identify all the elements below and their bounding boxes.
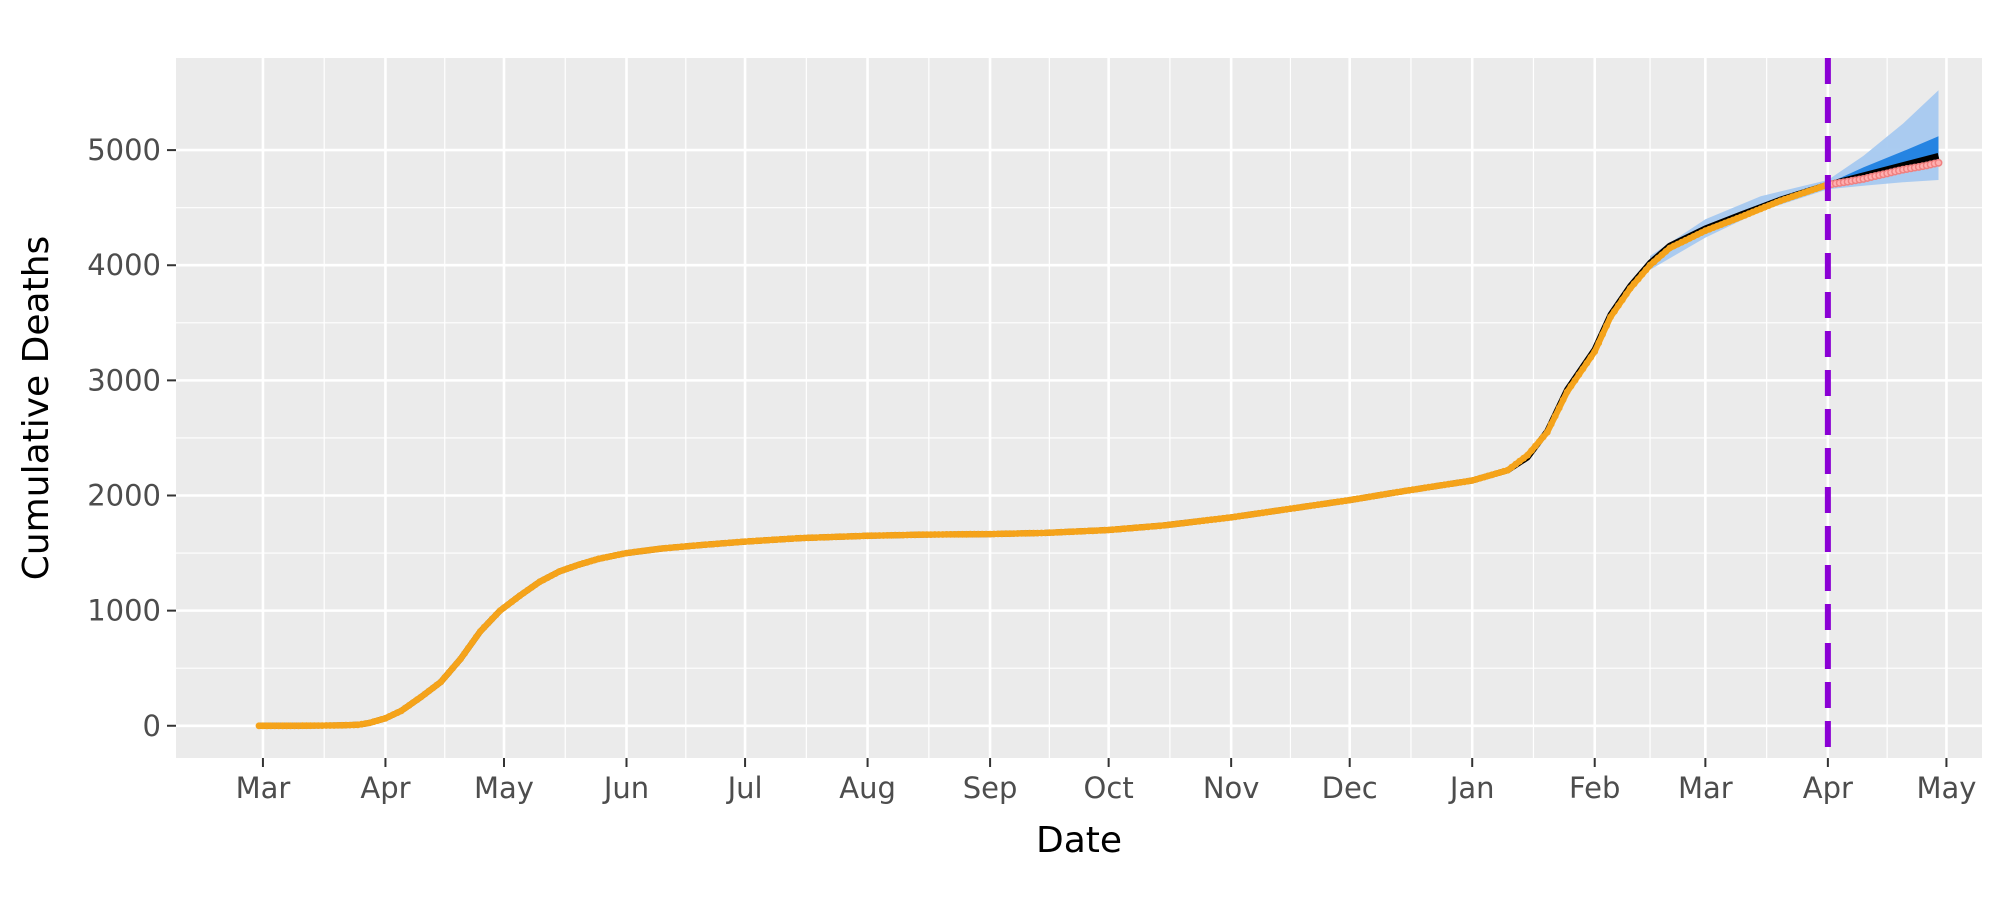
x-tick-label: Aug [839,771,896,805]
observed-point [457,655,464,663]
x-tick-label: Mar [1678,771,1733,805]
y-axis: 0 1000 2000 3000 4000 5000 [87,133,176,743]
observed-point [1559,396,1567,404]
observed-point [1575,371,1583,378]
observed-point [1555,404,1563,412]
observed-point [1595,339,1603,347]
observed-point [449,664,456,672]
observed-point [441,674,449,681]
x-tick-label: Jul [726,771,763,805]
observed-point [1619,296,1626,304]
y-tick-label: 0 [143,709,161,743]
observed-point [453,660,460,667]
x-tick-label: Apr [1803,771,1853,805]
observed-point [1563,388,1571,396]
observed-point [1571,377,1579,384]
observed-point [1626,284,1634,292]
observed-point [437,678,445,686]
observed-point [1615,302,1622,309]
observed-point [1611,307,1618,315]
observed-point [465,644,472,652]
minor-gridlines [176,58,1982,758]
inner-interval-band [1827,136,1939,185]
observed-point [1524,451,1531,459]
observed-point [1599,330,1606,338]
x-tick-label: Jun [602,771,649,805]
observed-point [1528,447,1535,454]
observed-point [445,669,453,677]
observed-point [1551,412,1559,420]
observed-point [1630,280,1638,288]
observed-point [461,650,468,657]
x-tick-label: May [1916,771,1976,805]
observed-point [1603,322,1610,330]
series-points [255,158,1943,730]
forecast-observed-point [1934,158,1943,167]
x-tick-label: Nov [1203,771,1260,805]
x-tick-label: Dec [1322,771,1378,805]
observed-point [472,633,480,641]
y-tick-label: 3000 [87,363,161,397]
observed-point [1532,442,1539,450]
x-axis: Mar Apr May Jun Jul Aug Sep Oct Nov Dec Jan Feb Mar A… [236,758,1976,805]
observed-point [1607,313,1614,321]
observed-point [1547,420,1555,428]
observed-point [1642,266,1650,274]
observed-point [1539,433,1547,441]
y-axis-title: Cumulative Deaths [16,236,57,581]
observed-point [1622,290,1630,298]
y-tick-label: 4000 [87,248,161,282]
observed-point [1638,271,1646,278]
observed-point [1567,382,1575,390]
observed-point [1536,438,1543,445]
observed-point [1634,275,1642,283]
observed-point [1543,428,1551,436]
panel-background [176,58,1982,758]
y-tick-label: 5000 [87,133,161,167]
observed-point [1591,348,1599,355]
x-tick-label: Mar [236,771,291,805]
x-tick-label: Jan [1448,771,1495,805]
y-tick-label: 2000 [87,479,161,513]
x-tick-label: May [474,771,534,805]
observed-point [1583,359,1591,367]
major-gridlines [176,58,1982,758]
y-tick-label: 1000 [87,594,161,628]
x-tick-label: Sep [963,771,1018,805]
x-axis-title: Date [1036,820,1122,861]
observed-point [1587,353,1595,361]
observed-point [1579,365,1587,373]
observed-point [469,639,476,646]
x-tick-label: Feb [1569,771,1620,805]
x-tick-label: Oct [1084,771,1134,805]
x-tick-label: Apr [360,771,410,805]
